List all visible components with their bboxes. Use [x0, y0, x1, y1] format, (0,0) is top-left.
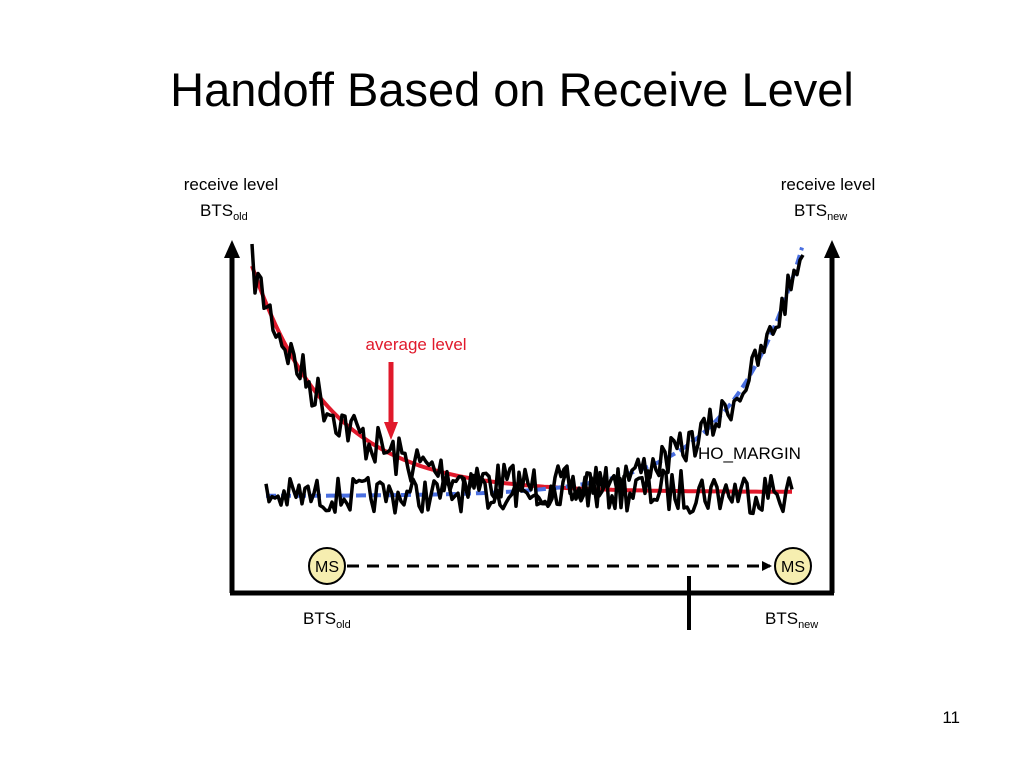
ms-start-label: MS [315, 559, 339, 576]
slide-title: Handoff Based on Receive Level [170, 63, 854, 116]
bottom-right-station: BTSnew [765, 609, 818, 631]
average-level-pointer-head [384, 422, 398, 440]
ms-end-circle [774, 547, 812, 585]
ho-margin-label: HO_MARGIN [698, 444, 801, 463]
right-axis-arrow [824, 240, 840, 258]
right-axis-label: receive level [781, 175, 876, 194]
bottom-right-station-subscript: new [798, 619, 818, 631]
bottom-left-station: BTSold [303, 609, 351, 631]
average-level-label: average level [365, 335, 466, 354]
right-axis-station-name: BTS [794, 201, 827, 220]
bottom-left-station-subscript: old [336, 619, 351, 631]
new-bts-signal-trace [264, 254, 805, 515]
left-axis-label: receive level [184, 175, 279, 194]
left-axis-station-subscript: old [233, 211, 248, 223]
left-axis-station: BTSold [200, 201, 248, 223]
left-axis-arrow [224, 240, 240, 258]
bottom-right-station-name: BTS [765, 609, 798, 628]
right-axis-station: BTSnew [794, 201, 847, 223]
slide-number: 11 [942, 708, 960, 727]
right-axis-station-subscript: new [827, 211, 847, 223]
ms-start-circle [308, 547, 346, 585]
left-axis-station-name: BTS [200, 201, 233, 220]
bottom-left-station-name: BTS [303, 609, 336, 628]
old-bts-signal-trace [250, 243, 794, 516]
ms-end-label: MS [781, 559, 805, 576]
